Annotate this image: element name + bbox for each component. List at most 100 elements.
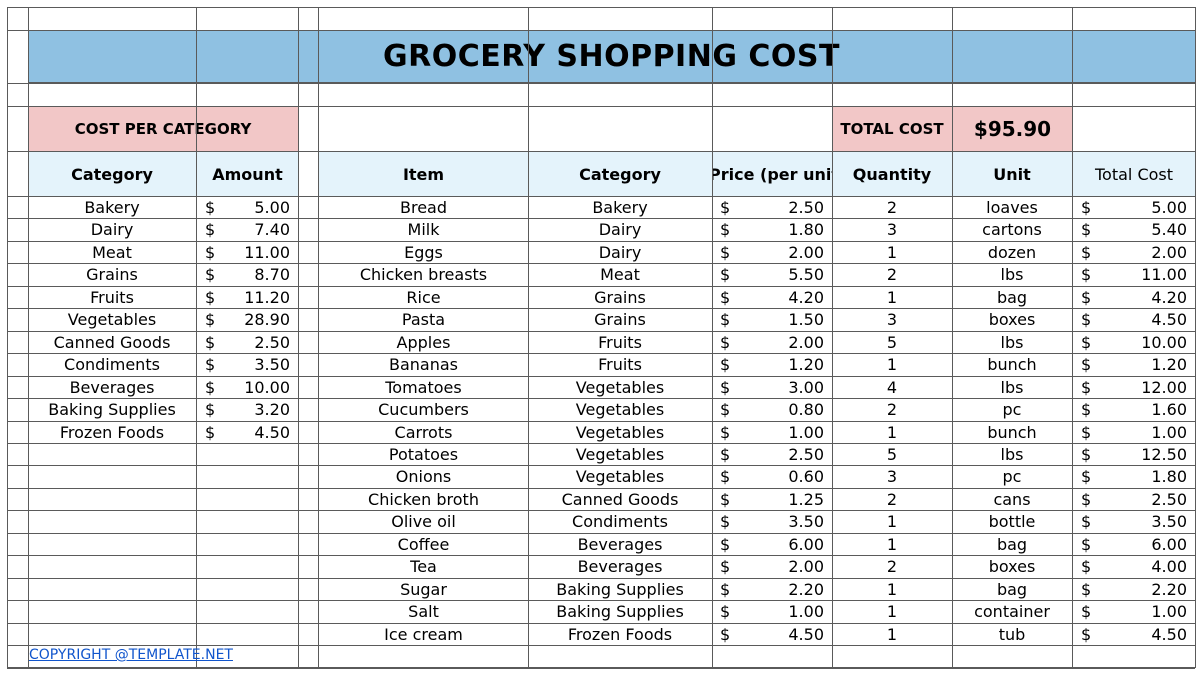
item-category-cell[interactable]: Dairy <box>598 220 642 240</box>
item-cell[interactable]: Ice cream <box>384 624 463 644</box>
unit-cell[interactable]: bag <box>996 287 1028 307</box>
item-cell[interactable]: Cucumbers <box>378 400 469 420</box>
price-cell[interactable]: 1.20 <box>788 355 824 375</box>
item-category-cell[interactable]: Canned Goods <box>561 489 679 509</box>
amount-cell[interactable]: 11.00 <box>244 242 290 262</box>
total-cell[interactable]: 2.20 <box>1151 579 1187 599</box>
price-cell[interactable]: 1.25 <box>788 489 824 509</box>
price-cell[interactable]: 1.50 <box>788 310 824 330</box>
price-cell[interactable]: 2.00 <box>788 332 824 352</box>
quantity-cell[interactable]: 2 <box>886 489 898 509</box>
col-header-unit[interactable]: Unit <box>993 164 1031 184</box>
amount-cell[interactable]: 10.00 <box>244 377 290 397</box>
price-cell[interactable]: 1.80 <box>788 220 824 240</box>
price-cell[interactable]: 0.60 <box>788 467 824 487</box>
category-cell[interactable]: Condiments <box>64 355 160 375</box>
quantity-cell[interactable]: 1 <box>886 287 898 307</box>
category-cell[interactable]: Fruits <box>90 287 134 307</box>
item-category-cell[interactable]: Vegetables <box>575 444 665 464</box>
price-cell[interactable]: 2.50 <box>788 198 824 217</box>
total-cell[interactable]: 6.00 <box>1151 534 1187 554</box>
item-category-cell[interactable]: Grains <box>594 310 646 330</box>
quantity-cell[interactable]: 3 <box>886 467 898 487</box>
col-header-amount[interactable]: Amount <box>212 164 283 184</box>
amount-cell[interactable]: 2.50 <box>254 332 290 352</box>
quantity-cell[interactable]: 1 <box>886 534 898 554</box>
item-cell[interactable]: Rice <box>406 287 441 307</box>
price-cell[interactable]: 1.00 <box>788 602 824 622</box>
item-category-cell[interactable]: Vegetables <box>575 377 665 397</box>
item-category-cell[interactable]: Beverages <box>577 534 663 554</box>
quantity-cell[interactable]: 1 <box>886 624 898 644</box>
copyright-link[interactable]: COPYRIGHT @TEMPLATE.NET <box>29 647 233 663</box>
quantity-cell[interactable]: 1 <box>886 422 898 442</box>
category-cell[interactable]: Bakery <box>84 198 140 217</box>
category-cell[interactable]: Dairy <box>90 220 134 240</box>
unit-cell[interactable]: lbs <box>1000 332 1024 352</box>
unit-cell[interactable]: pc <box>1002 467 1022 487</box>
item-cell[interactable]: Bananas <box>388 355 458 375</box>
quantity-cell[interactable]: 1 <box>886 242 898 262</box>
item-cell[interactable]: Tomatoes <box>385 377 462 397</box>
quantity-cell[interactable]: 4 <box>886 377 898 397</box>
total-cell[interactable]: 12.50 <box>1141 444 1187 464</box>
item-category-cell[interactable]: Fruits <box>598 332 642 352</box>
price-cell[interactable]: 4.20 <box>788 287 824 307</box>
price-cell[interactable]: 2.00 <box>788 557 824 577</box>
total-cell[interactable]: 2.50 <box>1151 489 1187 509</box>
item-cell[interactable]: Apples <box>396 332 451 352</box>
item-category-cell[interactable]: Fruits <box>598 355 642 375</box>
item-cell[interactable]: Tea <box>410 557 437 577</box>
unit-cell[interactable]: lbs <box>1000 444 1024 464</box>
price-cell[interactable]: 3.50 <box>788 512 824 532</box>
item-category-cell[interactable]: Condiments <box>572 512 668 532</box>
unit-cell[interactable]: tub <box>998 624 1026 644</box>
price-cell[interactable]: 2.50 <box>788 444 824 464</box>
quantity-cell[interactable]: 1 <box>886 355 898 375</box>
category-cell[interactable]: Grains <box>86 265 138 285</box>
amount-cell[interactable]: 11.20 <box>244 287 290 307</box>
category-cell[interactable]: Meat <box>92 242 132 262</box>
total-cell[interactable]: 11.00 <box>1141 265 1187 285</box>
col-header-price[interactable]: Price (per unit) <box>712 152 832 196</box>
amount-cell[interactable]: 5.00 <box>254 198 290 217</box>
quantity-cell[interactable]: 2 <box>886 265 898 285</box>
unit-cell[interactable]: bag <box>996 534 1028 554</box>
item-cell[interactable]: Chicken broth <box>368 489 479 509</box>
total-cell[interactable]: 1.20 <box>1151 355 1187 375</box>
total-cell[interactable]: 10.00 <box>1141 332 1187 352</box>
unit-cell[interactable]: bunch <box>987 355 1037 375</box>
total-cost-value-cell[interactable]: $95.90 <box>952 107 1073 151</box>
item-cell[interactable]: Coffee <box>397 534 450 554</box>
quantity-cell[interactable]: 5 <box>886 332 898 352</box>
item-category-cell[interactable]: Beverages <box>577 557 663 577</box>
unit-cell[interactable]: bottle <box>988 512 1036 532</box>
amount-cell[interactable]: 7.40 <box>254 220 290 240</box>
amount-cell[interactable]: 3.20 <box>254 400 290 420</box>
quantity-cell[interactable]: 2 <box>886 198 898 217</box>
unit-cell[interactable]: loaves <box>986 198 1038 217</box>
unit-cell[interactable]: cartons <box>982 220 1042 240</box>
item-category-cell[interactable]: Vegetables <box>575 400 665 420</box>
total-cell[interactable]: 4.20 <box>1151 287 1187 307</box>
total-cell[interactable]: 1.00 <box>1151 602 1187 622</box>
category-cell[interactable]: Frozen Foods <box>59 422 165 442</box>
item-category-cell[interactable]: Dairy <box>598 242 642 262</box>
category-cell[interactable]: Vegetables <box>67 310 157 330</box>
col-header-total-cost[interactable]: Total Cost <box>1094 164 1174 184</box>
unit-cell[interactable]: cans <box>993 489 1031 509</box>
item-category-cell[interactable]: Bakery <box>592 198 648 217</box>
col-header-category[interactable]: Category <box>71 164 153 184</box>
price-cell[interactable]: 2.00 <box>788 242 824 262</box>
quantity-cell[interactable]: 2 <box>886 557 898 577</box>
unit-cell[interactable]: boxes <box>988 310 1036 330</box>
col-header-quantity[interactable]: Quantity <box>852 164 932 184</box>
quantity-cell[interactable]: 5 <box>886 444 898 464</box>
item-category-cell[interactable]: Vegetables <box>575 422 665 442</box>
item-category-cell[interactable]: Baking Supplies <box>556 602 684 622</box>
total-cell[interactable]: 4.50 <box>1151 310 1187 330</box>
unit-cell[interactable]: lbs <box>1000 265 1024 285</box>
total-cell[interactable]: 1.80 <box>1151 467 1187 487</box>
col-header-item[interactable]: Item <box>402 164 445 184</box>
amount-cell[interactable]: 3.50 <box>254 355 290 375</box>
